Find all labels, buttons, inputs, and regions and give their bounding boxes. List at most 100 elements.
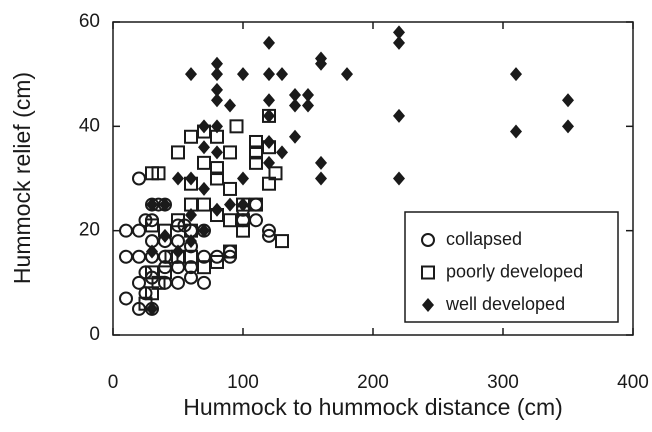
point <box>211 82 223 97</box>
point <box>119 291 133 306</box>
point <box>197 260 211 275</box>
point <box>197 197 211 212</box>
point <box>237 171 249 186</box>
legend-label: poorly developed <box>446 261 583 281</box>
point <box>146 301 158 316</box>
point <box>132 275 146 290</box>
point <box>184 129 198 144</box>
point <box>249 197 263 212</box>
point <box>236 223 250 238</box>
y-tick-label: 0 <box>89 324 100 345</box>
point <box>315 171 327 186</box>
point <box>198 181 210 196</box>
point <box>223 145 237 160</box>
x-tick-label: 300 <box>487 372 519 393</box>
legend-marker <box>421 233 435 247</box>
point <box>159 228 171 243</box>
point <box>151 166 166 181</box>
y-tick-label: 60 <box>79 11 100 32</box>
point <box>276 145 288 160</box>
y-tick-label: 20 <box>79 220 100 241</box>
point <box>263 155 275 170</box>
point <box>132 171 146 186</box>
y-tick-label: 40 <box>79 115 100 136</box>
x-tick-label: 100 <box>227 372 259 393</box>
point <box>159 197 171 212</box>
point <box>223 181 237 196</box>
point <box>289 88 301 103</box>
point <box>249 155 263 170</box>
point <box>393 35 405 50</box>
point <box>237 197 249 212</box>
legend-label: collapsed <box>446 229 522 249</box>
point <box>263 108 275 123</box>
point <box>146 197 158 212</box>
point <box>185 208 197 223</box>
y-axis-label: Hummock relief (cm) <box>9 72 35 284</box>
point <box>171 275 185 290</box>
point <box>263 35 275 50</box>
point <box>223 244 237 259</box>
point <box>229 119 244 134</box>
legend-box <box>404 211 619 323</box>
point <box>262 176 276 191</box>
point <box>237 67 249 82</box>
point <box>562 119 574 134</box>
point <box>276 67 288 82</box>
point <box>172 244 184 259</box>
point <box>210 161 224 176</box>
point <box>263 134 275 149</box>
point <box>198 119 210 134</box>
point <box>223 213 237 228</box>
point <box>211 145 223 160</box>
point <box>510 67 522 82</box>
point <box>172 171 184 186</box>
point <box>185 234 197 249</box>
point <box>315 155 327 170</box>
point <box>211 119 223 134</box>
point <box>263 93 275 108</box>
point <box>197 155 211 170</box>
x-tick-label: 0 <box>108 372 119 393</box>
point <box>249 197 263 212</box>
point <box>302 88 314 103</box>
point <box>198 140 210 155</box>
point <box>393 171 405 186</box>
point <box>224 98 236 113</box>
point <box>262 223 276 238</box>
point <box>146 244 158 259</box>
point <box>393 108 405 123</box>
point <box>211 202 223 217</box>
point <box>185 171 197 186</box>
point <box>249 213 263 228</box>
point <box>393 25 405 40</box>
point <box>151 275 166 290</box>
point <box>211 67 223 82</box>
legend-marker <box>421 265 435 280</box>
point <box>211 93 223 108</box>
point <box>119 223 133 238</box>
point <box>132 249 146 264</box>
x-axis-label: Hummock to hummock distance (cm) <box>183 394 563 420</box>
point <box>236 213 250 228</box>
point <box>562 93 574 108</box>
point <box>341 67 353 82</box>
point <box>185 67 197 82</box>
legend-label: well developed <box>445 294 565 314</box>
point <box>289 129 301 144</box>
point <box>289 98 301 113</box>
point <box>198 223 210 238</box>
legend-marker <box>422 298 434 312</box>
point <box>171 145 185 160</box>
point <box>211 56 223 71</box>
point <box>210 171 224 186</box>
point <box>302 98 314 113</box>
point <box>315 56 327 71</box>
point <box>119 249 133 264</box>
point <box>197 275 211 290</box>
point <box>224 197 236 212</box>
point <box>184 270 198 285</box>
x-tick-label: 400 <box>617 372 649 393</box>
point <box>171 213 185 228</box>
point <box>510 124 522 139</box>
